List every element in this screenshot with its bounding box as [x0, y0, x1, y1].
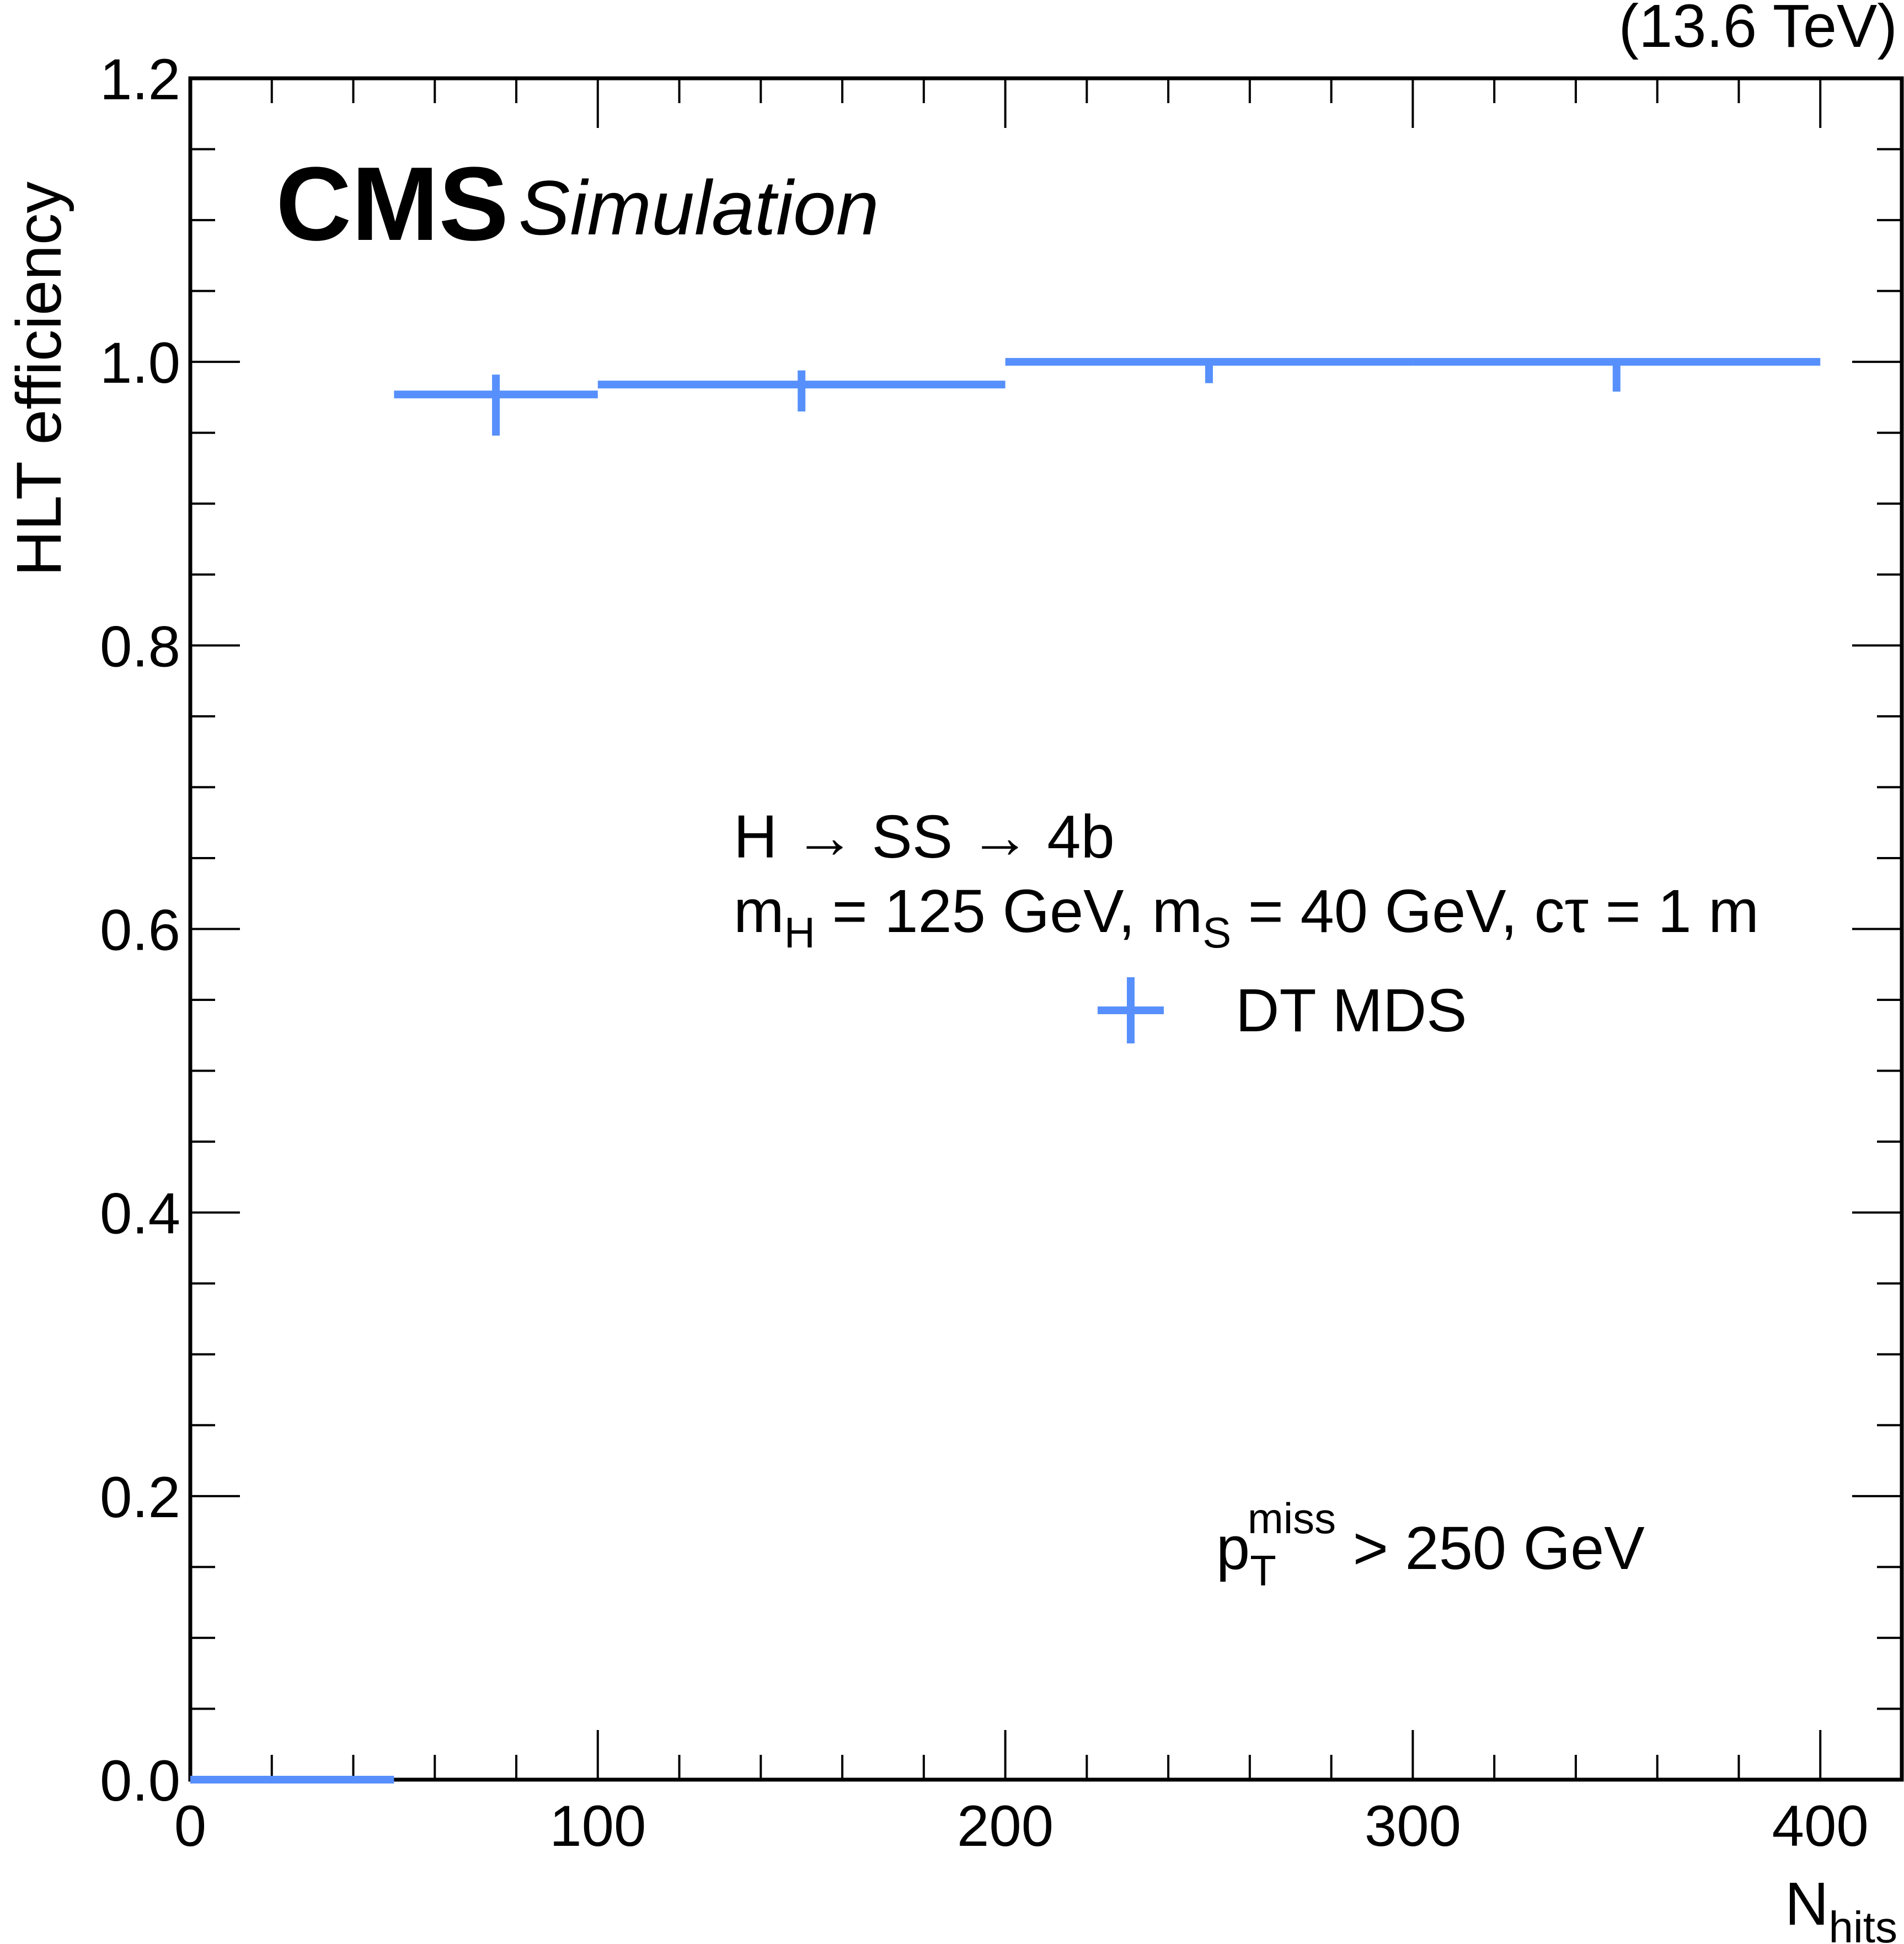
y-tick-label: 0.8: [100, 614, 180, 679]
y-tick-label: 1.2: [100, 47, 180, 112]
y-axis-label: HLT efficiency: [4, 181, 74, 576]
data-point: [597, 370, 1006, 412]
axis-ticks: [189, 77, 1903, 1781]
energy-label: (13.6 TeV): [1619, 0, 1897, 60]
cut-label: pTmiss > 250 GeV: [1216, 1494, 1645, 1595]
data-points: [190, 358, 1821, 1784]
process-label: H → SS → 4b: [734, 803, 1115, 871]
x-tick-labels: 0 100 200 300 400: [174, 1794, 1869, 1859]
experiment-label: CMS: [276, 146, 509, 263]
x-tick-label: 300: [1365, 1794, 1461, 1859]
x-tick-label: 200: [957, 1794, 1053, 1859]
y-tick-label: 0.6: [100, 898, 180, 963]
x-tick-label: 100: [549, 1794, 646, 1859]
legend-label: DT MDS: [1236, 977, 1467, 1045]
y-tick-labels: 0.0 0.2 0.4 0.6 0.8 1.0 1.2: [100, 47, 180, 1813]
x-tick-label: 0: [174, 1794, 206, 1859]
data-point: [1005, 358, 1413, 383]
status-label: Simulation: [518, 164, 879, 251]
legend: DT MDS: [1098, 977, 1467, 1045]
x-axis-label: Nhits: [1785, 1870, 1897, 1944]
y-tick-label: 1.0: [100, 331, 180, 395]
y-tick-label: 0.0: [100, 1749, 180, 1813]
mass-label: mH = 125 GeV, mS = 40 GeV, cτ = 1 m: [734, 877, 1759, 957]
y-tick-label: 0.4: [100, 1182, 180, 1246]
y-tick-label: 0.2: [100, 1465, 180, 1530]
data-point: [394, 374, 598, 436]
x-tick-label: 400: [1772, 1794, 1869, 1859]
data-point: [1413, 358, 1821, 392]
